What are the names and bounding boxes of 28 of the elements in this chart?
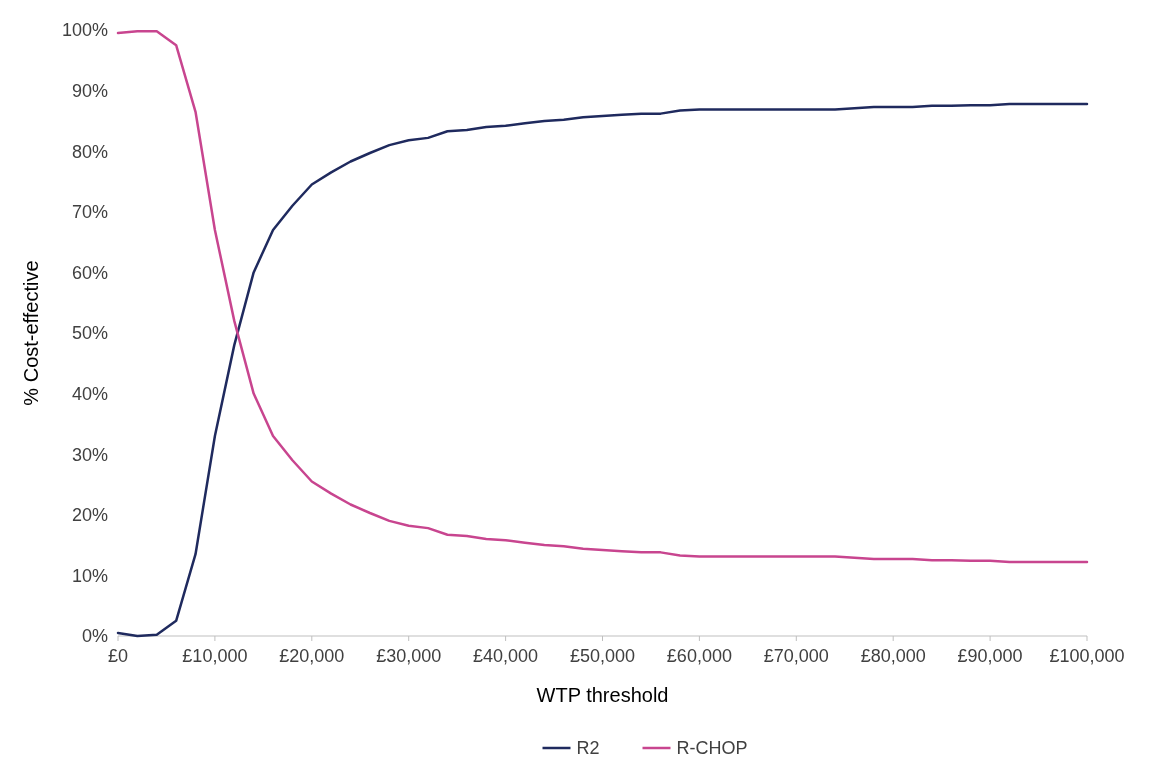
x-tick-label: £70,000 — [763, 646, 829, 666]
x-tick-label: £10,000 — [182, 646, 248, 666]
y-tick-label: 80% — [71, 141, 108, 162]
x-tick-label: £100,000 — [1049, 646, 1125, 666]
y-tick-label: 10% — [71, 565, 108, 586]
x-tick-label: £20,000 — [279, 646, 345, 666]
line-series — [116, 102, 1089, 638]
y-tick-label: 60% — [71, 262, 108, 283]
y-tick-label: 70% — [71, 202, 108, 223]
y-tick-label: 20% — [71, 505, 108, 526]
y-tick-label: 100% — [61, 20, 108, 41]
y-tick-label: 90% — [71, 80, 108, 101]
y-axis-title: % Cost-effective — [20, 260, 42, 406]
line-series — [116, 29, 1089, 564]
x-axis-title: WTP threshold — [536, 684, 669, 706]
x-tick-label: £80,000 — [860, 646, 926, 666]
x-tick-label: £60,000 — [666, 646, 732, 666]
legend-label: R2 — [576, 738, 600, 759]
x-tick-label: £40,000 — [473, 646, 539, 666]
x-tick-label: £90,000 — [957, 646, 1023, 666]
y-tick-label: 40% — [71, 383, 108, 404]
y-tick-label: 30% — [71, 444, 108, 465]
y-tick-label: 50% — [71, 323, 108, 344]
x-tick-label: £30,000 — [376, 646, 442, 666]
legend-label: R-CHOP — [676, 738, 748, 759]
x-tick-label: £50,000 — [569, 646, 636, 666]
x-tick-label: £0 — [107, 646, 129, 666]
y-tick-label: 0% — [81, 626, 108, 647]
